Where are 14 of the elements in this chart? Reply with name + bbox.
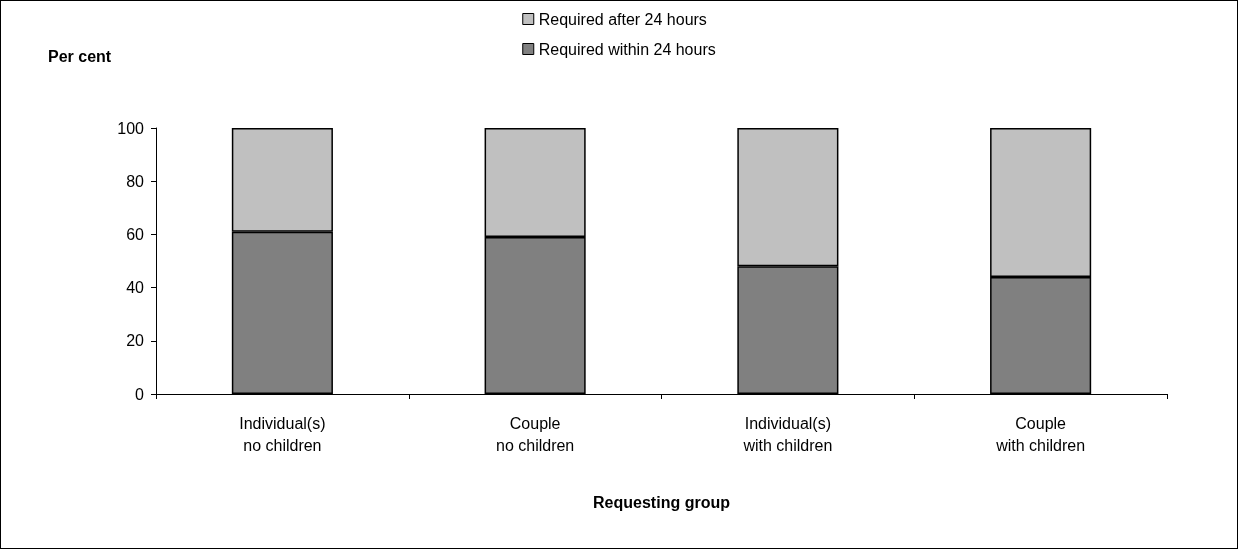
y-tick-label: 100 <box>117 119 145 137</box>
y-tick-label: 40 <box>126 279 145 297</box>
y-tick-label: 0 <box>135 385 145 403</box>
y-tick-label: 60 <box>126 225 145 243</box>
y-tick-label: 20 <box>126 332 145 350</box>
x-tick-label: Couple with children <box>995 414 1086 454</box>
y-axis-title: Per cent <box>48 47 112 65</box>
x-tick-label: Couple no children <box>495 414 575 454</box>
y-tick-label: 80 <box>126 172 145 190</box>
x-tick-label: Individual(s) with children <box>742 414 833 454</box>
x-tick-label: Individual(s) no children <box>239 414 326 454</box>
legend-label: Required within 24 hours <box>538 40 716 58</box>
x-axis-title: Requesting group <box>593 493 731 511</box>
legend-label: Required after 24 hours <box>538 10 707 28</box>
